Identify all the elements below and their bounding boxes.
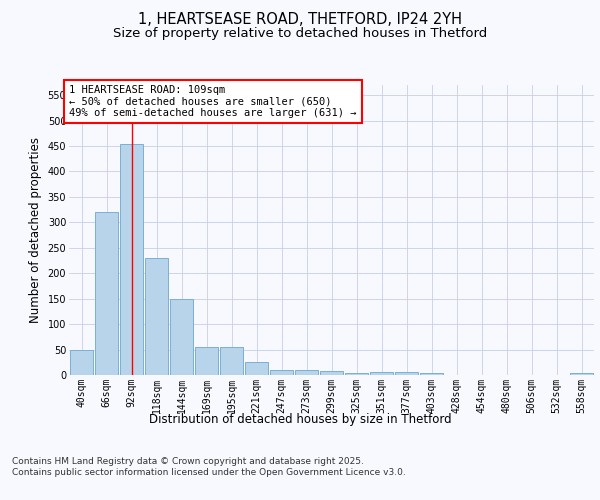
Bar xyxy=(120,144,143,375)
Text: 1 HEARTSEASE ROAD: 109sqm
← 50% of detached houses are smaller (650)
49% of semi: 1 HEARTSEASE ROAD: 109sqm ← 50% of detac… xyxy=(69,85,356,118)
Bar xyxy=(345,374,368,375)
Bar xyxy=(220,347,243,375)
Bar xyxy=(395,372,418,375)
Bar xyxy=(145,258,168,375)
Text: 1, HEARTSEASE ROAD, THETFORD, IP24 2YH: 1, HEARTSEASE ROAD, THETFORD, IP24 2YH xyxy=(138,12,462,28)
Bar xyxy=(295,370,318,375)
Bar xyxy=(370,372,393,375)
Bar xyxy=(70,350,93,375)
Bar xyxy=(170,298,193,375)
Text: Contains HM Land Registry data © Crown copyright and database right 2025.
Contai: Contains HM Land Registry data © Crown c… xyxy=(12,458,406,477)
Bar xyxy=(420,374,443,375)
Bar xyxy=(195,347,218,375)
Bar xyxy=(95,212,118,375)
Bar xyxy=(270,370,293,375)
Text: Distribution of detached houses by size in Thetford: Distribution of detached houses by size … xyxy=(149,412,451,426)
Bar xyxy=(570,373,593,375)
Text: Size of property relative to detached houses in Thetford: Size of property relative to detached ho… xyxy=(113,28,487,40)
Bar xyxy=(320,371,343,375)
Y-axis label: Number of detached properties: Number of detached properties xyxy=(29,137,42,323)
Bar xyxy=(245,362,268,375)
